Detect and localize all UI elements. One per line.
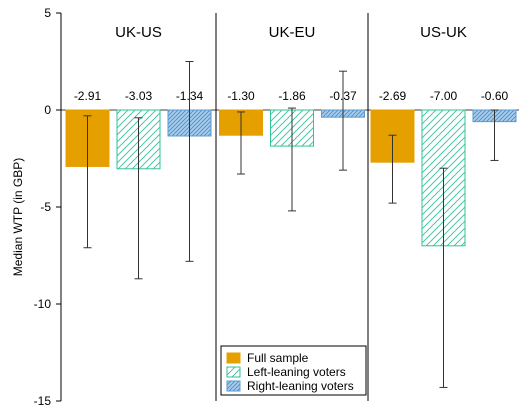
legend-swatch [226, 366, 241, 378]
data-label: -7.00 [430, 89, 458, 103]
y-tick-label: -5 [40, 200, 51, 214]
legend-label: Right-leaning voters [247, 379, 354, 393]
data-label: -2.91 [74, 89, 102, 103]
data-label: -3.03 [125, 89, 153, 103]
data-label: -2.69 [379, 89, 407, 103]
data-label: -0.37 [329, 89, 357, 103]
legend-label: Left-leaning voters [247, 365, 346, 379]
legend-swatch [226, 380, 241, 392]
data-label: -1.34 [176, 89, 204, 103]
legend-box [220, 345, 367, 396]
data-label: -1.86 [278, 89, 306, 103]
panel-title: US-UK [420, 24, 467, 41]
y-axis-title: Median WTP (in GBP) [11, 158, 25, 276]
y-tick-label: 5 [44, 6, 51, 20]
y-tick-label: 0 [44, 103, 51, 117]
y-tick-label: -15 [34, 394, 52, 408]
data-label: -1.30 [227, 89, 255, 103]
legend-label: Full sample [247, 351, 309, 365]
legend-swatch [226, 352, 241, 364]
panel-title: UK-US [115, 24, 162, 41]
y-tick-label: -10 [34, 297, 52, 311]
data-label: -0.60 [481, 89, 509, 103]
panel-title: UK-EU [269, 24, 316, 41]
